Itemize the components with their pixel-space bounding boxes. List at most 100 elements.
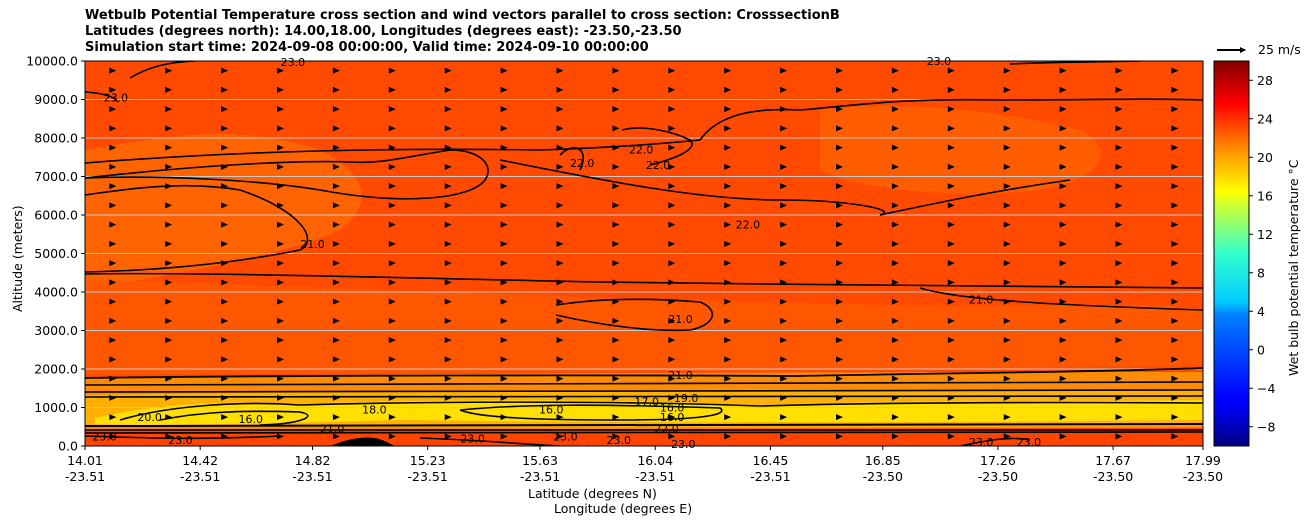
wind-vector-head [109,86,117,93]
wind-vector-head [1115,375,1123,382]
wind-vector-head [668,260,676,267]
wind-vector-head [836,375,844,382]
wind-vector-head [277,298,285,305]
wind-vector-head [1171,125,1179,132]
wind-vector-head [444,183,452,190]
colorbar-tick-label: 4 [1257,304,1265,319]
wind-vector-head [947,433,955,440]
contour-label: 22.0 [570,157,595,170]
wind-vector-head [444,433,452,440]
wind-vector-head [891,375,899,382]
wind-vector-head [947,183,955,190]
wind-vector-head [221,221,229,228]
wind-vector-head [780,163,788,170]
wind-vector-head [947,356,955,363]
wind-vector-head [612,260,620,267]
wind-vector-head [668,337,676,344]
wind-vector-head [500,125,508,132]
colorbar-tick-label: 0 [1257,342,1265,357]
wind-vector-head [444,394,452,401]
wind-vector-head [444,414,452,421]
contour-label: 21.0 [668,313,693,326]
wind-vector-head [612,337,620,344]
wind-vector-head [1115,298,1123,305]
contour-16-mid [459,404,723,421]
wind-vector-head [556,163,564,170]
wind-vector-head [1003,279,1011,286]
contour-17 [119,401,1203,421]
wind-vector-head [724,240,732,247]
contour-23-surface-mid [419,437,561,446]
wind-vector-head [332,221,340,228]
contour-label: 23.0 [460,432,485,445]
wind-vector-head [277,394,285,401]
wind-vector-head [612,221,620,228]
wind-vector-head [668,86,676,93]
wind-vector-head [332,144,340,151]
wind-vector-head [1115,414,1123,421]
wind-vector-head [1115,202,1123,209]
x-tick-label-lat: 16.45 [753,453,789,468]
wind-vector-head [165,356,173,363]
wind-vector-head [780,356,788,363]
wind-vector-head [836,414,844,421]
wind-vector-head [612,317,620,324]
wind-vector-head [1115,356,1123,363]
wind-vector-head [612,394,620,401]
contour-label: 21.0 [320,423,345,436]
wind-vector-head [388,298,396,305]
wind-vector-head [388,433,396,440]
wind-vector-head [388,394,396,401]
wind-vector-head [836,240,844,247]
colorbar-tick-label: 24 [1257,111,1273,126]
wind-vector-head [836,221,844,228]
wind-vector-head [556,279,564,286]
wind-vector-head [1003,125,1011,132]
wind-vector-head [221,183,229,190]
wind-vector-head [500,317,508,324]
x-tick-label-lon: -23.50 [1093,469,1133,484]
contour-21-right [919,287,1203,311]
x-axis-label-2: Longitude (degrees E) [554,501,693,516]
contour-label: 23.0 [104,92,129,105]
wind-vector-head [388,106,396,113]
wind-vector-head [388,414,396,421]
wind-vector-head [668,298,676,305]
contour-22-upper [85,139,701,164]
x-axis: 14.01-23.5114.42-23.5114.82-23.5115.23-2… [65,446,1223,484]
wind-vector-head [1171,240,1179,247]
wind-vector-head [332,125,340,132]
wind-vector-head [668,67,676,74]
wind-vector-head [1115,394,1123,401]
wind-vector-head [1171,183,1179,190]
wind-vector-head [332,183,340,190]
wind-vector-head [221,337,229,344]
wind-vector-head [556,221,564,228]
wind-vector-head [891,221,899,228]
x-tick-label-lon: -23.51 [520,469,560,484]
wind-vector-head [444,337,452,344]
wind-vector-head [1171,414,1179,421]
contour-label: 19.0 [674,392,699,405]
wind-vector-head [444,356,452,363]
colorbar-tick-label: 12 [1257,227,1273,242]
y-tick-label: 2000.0 [34,362,78,377]
x-tick-label-lat: 14.82 [295,453,331,468]
wind-vector-head [836,183,844,190]
wind-vector-head [724,260,732,267]
wind-vector-head [500,202,508,209]
x-tick-label-lon: -23.50 [1183,469,1223,484]
contour-label: 23.0 [92,430,117,443]
wind-vector-head [444,125,452,132]
wind-vector-head [668,106,676,113]
contour-20 [85,381,1203,386]
wind-vector-head [891,125,899,132]
wind-vector-head [947,375,955,382]
wind-vector-head [1003,144,1011,151]
x-tick-label-lat: 17.67 [1095,453,1131,468]
wind-vector-head [388,144,396,151]
wind-vector-head [1115,337,1123,344]
contour-23-left [85,91,119,103]
wind-vector-head [891,298,899,305]
wind-vector-head [109,317,117,324]
